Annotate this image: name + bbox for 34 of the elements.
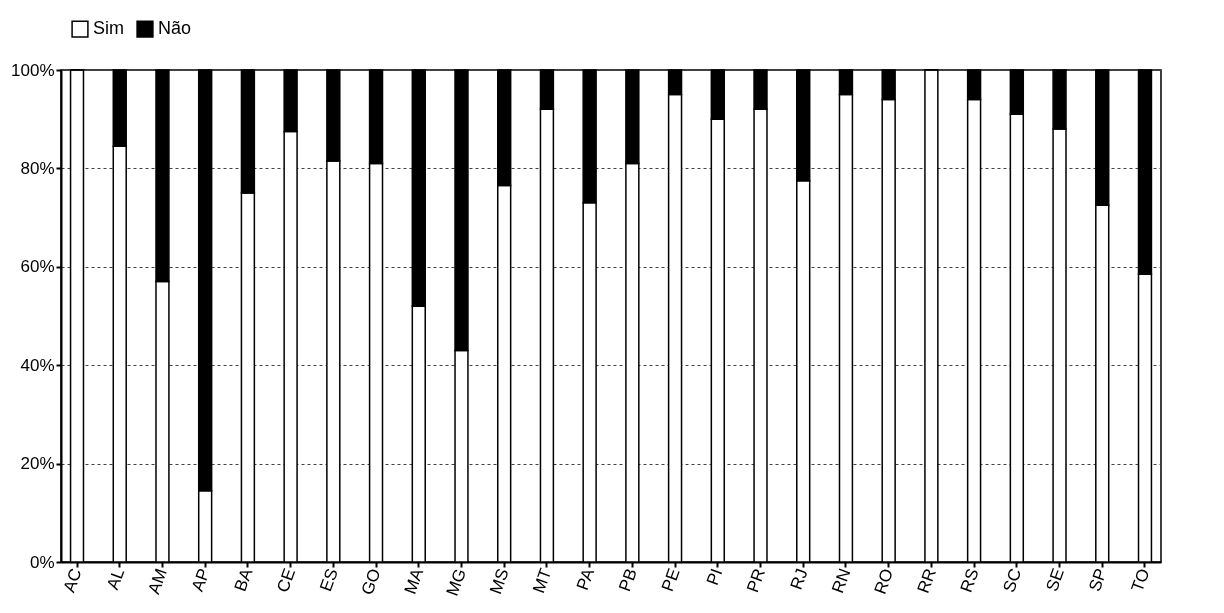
x-tick-label: CE	[273, 566, 300, 595]
x-tick-label: MT	[529, 566, 556, 596]
x-tick-label: MS	[486, 566, 513, 597]
x-tick-label: PA	[572, 565, 599, 593]
y-tick-label: 60%	[20, 257, 55, 277]
x-tick-label: RO	[870, 566, 898, 597]
x-tick-label: PE	[657, 566, 684, 594]
x-tick-label: MA	[400, 565, 428, 597]
x-tick-label: RR	[913, 566, 940, 596]
x-tick-label: GO	[357, 566, 385, 598]
x-tick-label: PR	[743, 566, 769, 595]
x-tick-label: BA	[230, 565, 257, 594]
x-tick-label: RS	[956, 566, 983, 595]
y-tick-label: 0%	[29, 552, 55, 572]
x-tick-label: SE	[1042, 566, 1068, 594]
x-tick-label: AP	[188, 566, 214, 594]
x-tick-label: SP	[1085, 566, 1111, 594]
x-tick-label: MG	[442, 566, 470, 599]
x-tick-label: AM	[144, 566, 171, 597]
legend-label: Sim	[93, 18, 124, 39]
legend-label: Não	[158, 18, 192, 39]
x-tick-label: ES	[316, 566, 342, 594]
x-tick-label: PB	[615, 566, 641, 594]
y-tick-label: 40%	[20, 355, 55, 375]
y-tick-label: 100%	[11, 60, 55, 80]
x-tick-label: RJ	[786, 566, 812, 593]
x-tick-label: AL	[103, 566, 129, 593]
x-tick-label: RN	[828, 566, 855, 596]
x-tick-label: PI	[702, 566, 727, 588]
y-tick-label: 20%	[20, 454, 55, 474]
x-tick-label: SC	[999, 566, 1026, 595]
y-tick-label: 80%	[20, 158, 55, 178]
x-tick-label: TO	[1127, 566, 1154, 595]
x-tick-label: AC	[59, 566, 86, 595]
